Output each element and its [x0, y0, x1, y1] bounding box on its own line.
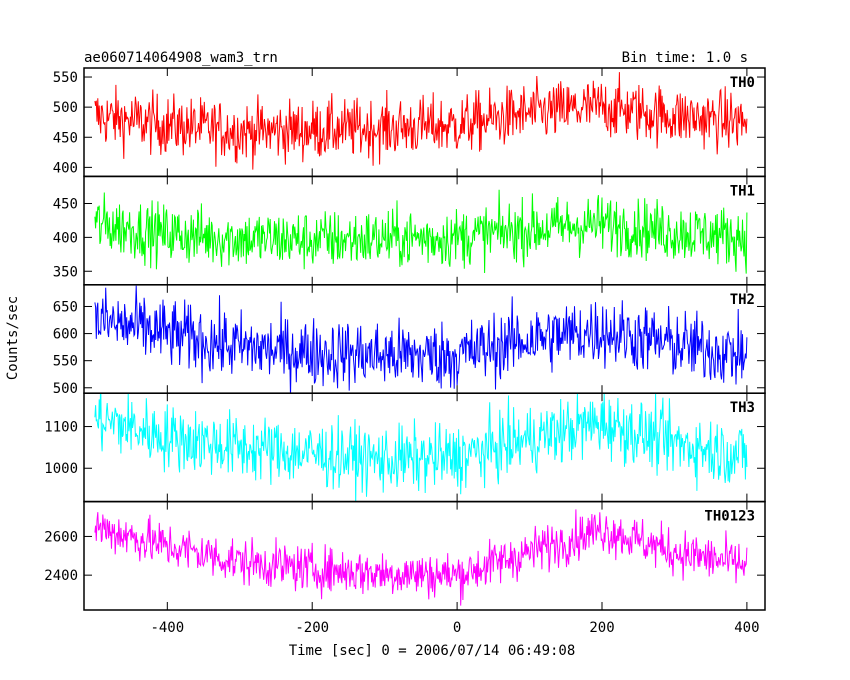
y-tick-label: 1000	[44, 461, 78, 477]
y-tick-label: 350	[53, 264, 78, 280]
series-line-th3	[94, 393, 748, 502]
panel-label-th2: TH2	[730, 292, 755, 308]
panels: 400 450 500 550 TH0 350 400 450 TH1 500 550 600 650 T…	[44, 67, 766, 636]
y-axis-label: Counts/sec	[5, 296, 21, 380]
x-tick-label: 400	[734, 620, 759, 636]
y-tick-label: 2600	[44, 529, 78, 545]
bin-time-label: Bin time: 1.0 s	[622, 50, 748, 66]
panel-label-th0123: TH0123	[704, 509, 755, 525]
series-line-th1	[94, 189, 748, 274]
y-tick-label: 2400	[44, 568, 78, 584]
y-tick-label: 450	[53, 197, 78, 213]
y-tick-label: 1100	[44, 420, 78, 436]
panel-label-th1: TH1	[730, 183, 755, 199]
y-tick-label: 550	[53, 354, 78, 370]
series-line-th0123	[94, 509, 748, 606]
panel-frame-th0123	[83, 500, 766, 611]
x-tick-label: -200	[295, 620, 329, 636]
panel-frame-th2	[83, 284, 766, 394]
y-tick-label: 500	[53, 381, 78, 397]
chart-title: ae060714064908_wam3_trn	[84, 50, 278, 66]
y-tick-label: 400	[53, 230, 78, 246]
x-axis-label: Time [sec] 0 = 2006/07/14 06:49:08	[289, 643, 576, 659]
y-tick-label: 450	[53, 130, 78, 146]
panel-label-th0: TH0	[730, 75, 755, 91]
series-line-th2	[94, 285, 748, 394]
x-tick-label: -400	[150, 620, 184, 636]
y-tick-label: 550	[53, 70, 78, 86]
y-tick-label: 400	[53, 160, 78, 176]
y-tick-label: 500	[53, 100, 78, 116]
series-line-th0	[94, 72, 748, 170]
panel-label-th3: TH3	[730, 400, 755, 416]
x-tick-label: 0	[453, 620, 461, 636]
y-tick-label: 600	[53, 327, 78, 343]
y-tick-label: 650	[53, 299, 78, 315]
x-tick-label: 200	[589, 620, 614, 636]
